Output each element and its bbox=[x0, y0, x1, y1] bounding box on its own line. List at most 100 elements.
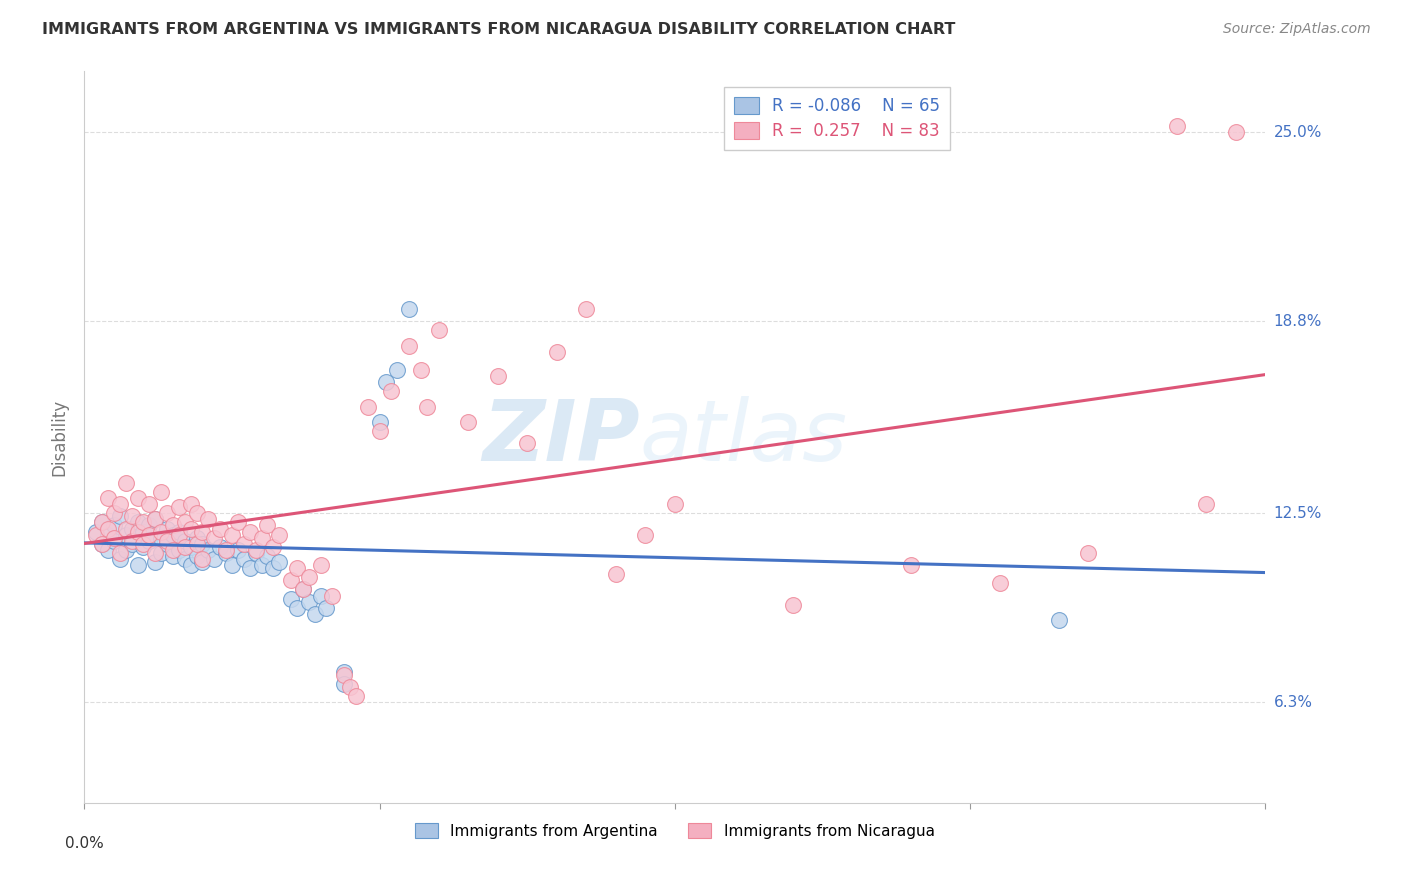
Point bbox=[191, 537, 214, 551]
Point bbox=[280, 591, 302, 606]
Point bbox=[285, 561, 308, 575]
Point bbox=[298, 595, 321, 609]
Point bbox=[368, 415, 391, 429]
Point bbox=[605, 567, 627, 582]
Point bbox=[191, 555, 214, 569]
Point bbox=[546, 344, 568, 359]
Point bbox=[91, 537, 114, 551]
Point bbox=[202, 531, 225, 545]
Point bbox=[143, 546, 166, 560]
Point bbox=[108, 546, 131, 560]
Y-axis label: Disability: Disability bbox=[51, 399, 69, 475]
Point bbox=[221, 527, 243, 541]
Point bbox=[197, 512, 219, 526]
Point bbox=[103, 531, 125, 545]
Point bbox=[173, 552, 195, 566]
Point bbox=[387, 363, 409, 377]
Point bbox=[114, 521, 136, 535]
Point bbox=[132, 524, 155, 539]
Point bbox=[900, 558, 922, 573]
Text: IMMIGRANTS FROM ARGENTINA VS IMMIGRANTS FROM NICARAGUA DISABILITY CORRELATION CH: IMMIGRANTS FROM ARGENTINA VS IMMIGRANTS … bbox=[42, 22, 956, 37]
Point bbox=[315, 600, 337, 615]
Point bbox=[173, 533, 195, 548]
Point bbox=[782, 598, 804, 612]
Point bbox=[202, 552, 225, 566]
Point bbox=[1166, 120, 1188, 134]
Point bbox=[398, 302, 420, 317]
Legend: Immigrants from Argentina, Immigrants from Nicaragua: Immigrants from Argentina, Immigrants fr… bbox=[408, 815, 942, 847]
Point bbox=[304, 607, 326, 621]
Point bbox=[114, 475, 136, 490]
Point bbox=[191, 552, 214, 566]
Point bbox=[121, 533, 143, 548]
Point bbox=[162, 527, 184, 541]
Point bbox=[180, 540, 202, 554]
Point bbox=[121, 521, 143, 535]
Point bbox=[333, 677, 356, 691]
Point bbox=[127, 524, 149, 539]
Text: 6.3%: 6.3% bbox=[1274, 695, 1313, 710]
Point bbox=[1195, 497, 1218, 511]
Point bbox=[221, 558, 243, 573]
Point bbox=[186, 537, 208, 551]
Point bbox=[298, 570, 321, 584]
Point bbox=[186, 531, 208, 545]
Point bbox=[150, 485, 173, 500]
Point bbox=[368, 424, 391, 438]
Point bbox=[380, 384, 402, 399]
Point bbox=[245, 542, 267, 557]
Point bbox=[103, 506, 125, 520]
Point bbox=[132, 537, 155, 551]
Point bbox=[321, 589, 343, 603]
Point bbox=[84, 524, 107, 539]
Point bbox=[180, 497, 202, 511]
Point bbox=[150, 546, 173, 560]
Text: 0.0%: 0.0% bbox=[65, 836, 104, 851]
Point bbox=[180, 521, 202, 535]
Point bbox=[132, 540, 155, 554]
Point bbox=[262, 540, 284, 554]
Point bbox=[250, 558, 273, 573]
Point bbox=[457, 415, 479, 429]
Point bbox=[162, 518, 184, 533]
Point bbox=[280, 574, 302, 588]
Point bbox=[114, 527, 136, 541]
Point bbox=[173, 516, 195, 530]
Point bbox=[1047, 613, 1070, 627]
Point bbox=[84, 527, 107, 541]
Point bbox=[339, 680, 361, 694]
Point bbox=[132, 516, 155, 530]
Point bbox=[127, 516, 149, 530]
Point bbox=[1225, 125, 1247, 139]
Point bbox=[209, 540, 232, 554]
Point bbox=[150, 531, 173, 545]
Point bbox=[143, 555, 166, 569]
Point bbox=[197, 542, 219, 557]
Point bbox=[114, 542, 136, 557]
Text: atlas: atlas bbox=[640, 395, 848, 479]
Point bbox=[664, 497, 686, 511]
Point bbox=[215, 546, 238, 560]
Point bbox=[91, 516, 114, 530]
Point bbox=[333, 665, 356, 679]
Point bbox=[180, 558, 202, 573]
Point bbox=[173, 540, 195, 554]
Point bbox=[269, 555, 291, 569]
Text: 18.8%: 18.8% bbox=[1274, 314, 1322, 329]
Point bbox=[634, 527, 657, 541]
Point bbox=[262, 561, 284, 575]
Point bbox=[575, 302, 598, 317]
Point bbox=[167, 500, 190, 515]
Point bbox=[186, 549, 208, 563]
Point bbox=[226, 516, 249, 530]
Point bbox=[143, 512, 166, 526]
Point bbox=[127, 558, 149, 573]
Point bbox=[103, 518, 125, 533]
Point bbox=[138, 533, 160, 548]
Point bbox=[374, 375, 396, 389]
Point bbox=[97, 527, 120, 541]
Point bbox=[486, 369, 509, 384]
Point bbox=[91, 516, 114, 530]
Text: Source: ZipAtlas.com: Source: ZipAtlas.com bbox=[1223, 22, 1371, 37]
Point bbox=[285, 600, 308, 615]
